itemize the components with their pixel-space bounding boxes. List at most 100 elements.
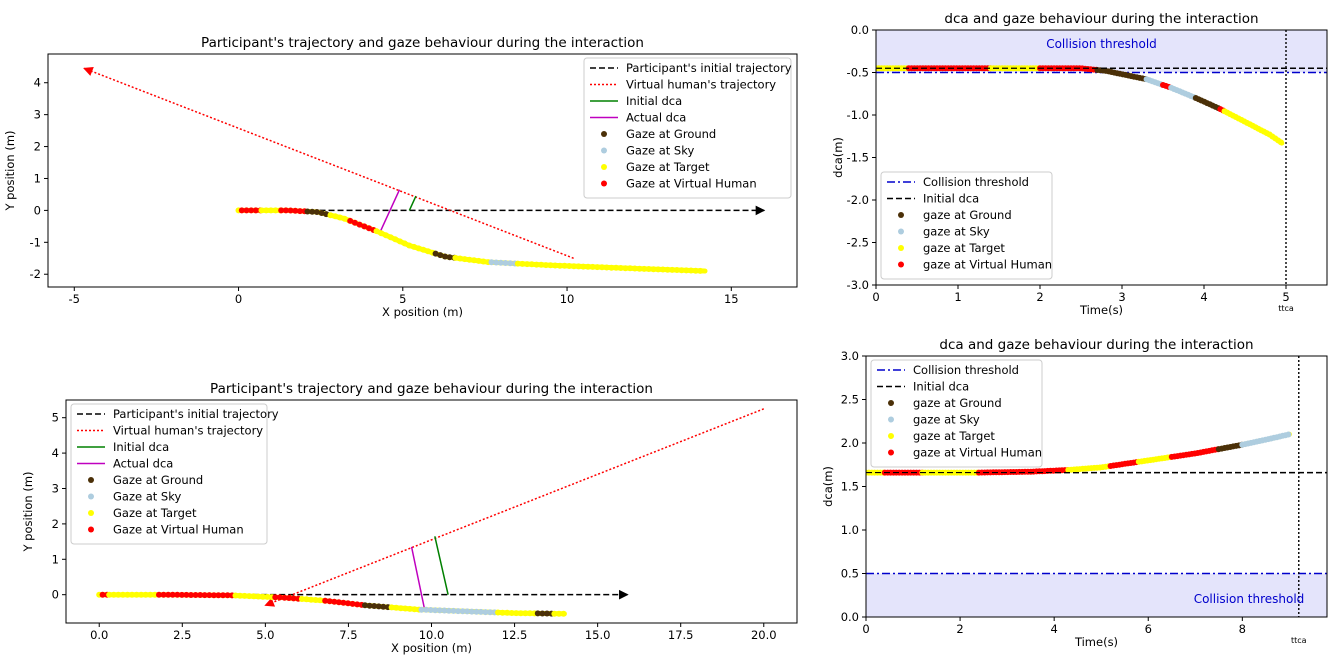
gaze-point xyxy=(507,260,514,267)
legend: Participant's initial trajectory Virtual … xyxy=(583,57,792,199)
gaze-point xyxy=(287,207,294,214)
gaze-point xyxy=(475,257,482,264)
gaze-point xyxy=(318,210,325,216)
gaze-point xyxy=(406,242,413,249)
gaze-point xyxy=(340,599,347,606)
x-axis-label: Time(s) xyxy=(1074,635,1118,649)
legend-label: Initial dca xyxy=(113,440,169,454)
gaze-point xyxy=(397,605,404,612)
legend-label: Gaze at Ground xyxy=(626,127,716,141)
gaze-point xyxy=(519,260,526,267)
x-tick-label: 6 xyxy=(1145,622,1152,636)
arrow-head xyxy=(755,205,766,216)
gaze-point xyxy=(539,610,546,617)
series-line xyxy=(265,408,765,606)
gaze-point xyxy=(224,592,231,599)
y-tick-label: 2 xyxy=(52,517,59,531)
gaze-point xyxy=(585,263,591,270)
y-tick-label: 1 xyxy=(34,171,41,185)
legend-marker xyxy=(888,449,894,456)
gaze-point xyxy=(446,254,453,261)
gaze-point xyxy=(272,594,279,601)
gaze-point xyxy=(309,208,316,215)
gaze-point xyxy=(393,604,400,611)
y-tick-label: -1 xyxy=(30,235,41,249)
gaze-point xyxy=(248,207,255,214)
legend-label: Gaze at Sky xyxy=(113,490,181,504)
legend-marker xyxy=(898,212,904,218)
gaze-point xyxy=(1277,139,1284,146)
gaze-point xyxy=(197,592,204,598)
gaze-point xyxy=(1285,431,1292,438)
gaze-point xyxy=(220,592,226,599)
gaze-point xyxy=(411,243,417,250)
legend-marker xyxy=(888,400,894,406)
legend-marker xyxy=(898,245,904,251)
gaze-point xyxy=(272,207,279,214)
gaze-point xyxy=(210,592,217,599)
collision-region xyxy=(866,573,1327,617)
x-tick-label: 7.5 xyxy=(339,628,357,642)
legend-marker xyxy=(601,180,607,187)
gaze-point xyxy=(457,255,463,262)
gaze-point xyxy=(436,607,443,614)
y-tick-label: -1.5 xyxy=(847,151,869,165)
x-axis-label: Time(s) xyxy=(1079,303,1123,317)
gaze-point xyxy=(411,606,418,613)
legend-label: Collision threshold xyxy=(913,363,1019,377)
gaze-point xyxy=(258,207,265,214)
gaze-point xyxy=(303,596,310,603)
x-tick-label: 12.5 xyxy=(502,628,528,642)
y-axis-label: dca(m) xyxy=(831,137,845,178)
gaze-point xyxy=(488,259,495,266)
gaze-point xyxy=(345,600,351,607)
y-tick-label: 2 xyxy=(34,140,41,154)
gaze-point xyxy=(495,609,501,616)
arrow-head xyxy=(264,597,276,607)
y-tick-label: 1.5 xyxy=(841,480,859,494)
legend-label: Initial dca xyxy=(626,94,682,108)
plot-area xyxy=(83,66,766,274)
gaze-point xyxy=(373,228,380,235)
gaze-point xyxy=(188,592,194,598)
gaze-point xyxy=(349,600,356,607)
gaze-point xyxy=(313,209,320,215)
y-axis-label: dca(m) xyxy=(821,466,835,507)
gaze-point xyxy=(178,591,185,598)
gaze-point xyxy=(508,610,515,616)
gaze-point xyxy=(264,593,271,600)
legend-marker xyxy=(88,477,94,483)
y-tick-label: 2.5 xyxy=(841,393,859,407)
gaze-point xyxy=(466,256,473,263)
plot-area xyxy=(876,30,1327,285)
gaze-point xyxy=(169,591,176,598)
gaze-point xyxy=(552,262,559,269)
x-tick-label: 0 xyxy=(862,622,869,636)
gaze-point xyxy=(183,591,190,598)
gaze-point xyxy=(110,591,117,598)
gaze-point xyxy=(331,598,338,605)
gaze-point xyxy=(106,591,113,598)
gaze-point xyxy=(298,596,305,602)
chart-title: dca and gaze behaviour during the intera… xyxy=(944,11,1258,27)
gaze-point xyxy=(575,263,582,270)
gaze-point xyxy=(425,248,431,255)
gaze-point xyxy=(420,246,427,253)
gaze-point xyxy=(201,592,208,599)
gaze-point xyxy=(267,207,274,214)
x-tick-label: 3 xyxy=(1118,290,1125,304)
y-tick-label: 0 xyxy=(34,203,41,217)
series-line xyxy=(410,546,426,611)
gaze-point xyxy=(603,264,610,271)
gaze-point xyxy=(380,603,387,610)
x-tick-label: 10 xyxy=(560,292,575,306)
series-line xyxy=(379,189,401,234)
chart-title: dca and gaze behaviour during the intera… xyxy=(939,337,1253,353)
gaze-point xyxy=(371,603,378,609)
gaze-point xyxy=(276,594,283,601)
chart-2: dca and gaze behaviour during the intera… xyxy=(831,11,1328,317)
gaze-point xyxy=(327,212,334,219)
gaze-point xyxy=(659,266,666,273)
x-tick-label: 0 xyxy=(235,292,242,306)
gaze-point xyxy=(502,260,509,266)
